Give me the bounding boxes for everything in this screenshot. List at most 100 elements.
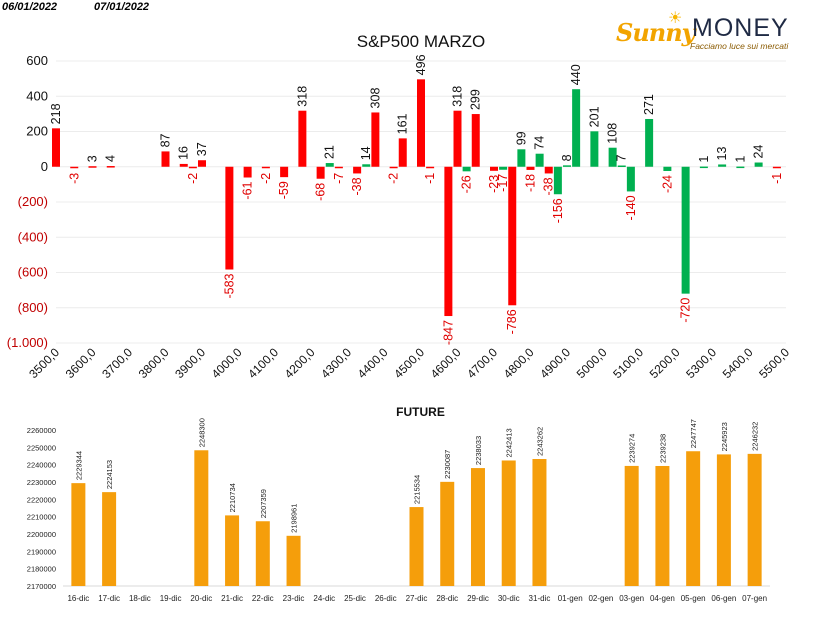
- future-bar: [102, 492, 117, 586]
- bar: [70, 166, 79, 169]
- future-x-tick-label: 06-gen: [711, 594, 736, 603]
- bar: [535, 153, 544, 167]
- date-previous: 06/01/2022: [2, 1, 58, 13]
- future-data-label: 2243262: [535, 427, 544, 456]
- data-label: -1: [770, 173, 784, 184]
- future-data-label: 2198961: [290, 504, 299, 533]
- data-label: -786: [505, 309, 519, 334]
- future-y-tick-label: 2220000: [27, 495, 56, 504]
- bar: [280, 166, 289, 178]
- future-x-tick-label: 22-dic: [252, 594, 274, 603]
- data-label: -17: [496, 174, 510, 192]
- data-label: 24: [752, 145, 766, 159]
- data-label: -59: [277, 181, 291, 199]
- bar: [398, 138, 407, 167]
- data-label: 4: [104, 155, 118, 162]
- future-data-label: 2242413: [505, 428, 514, 457]
- bar: [52, 128, 60, 167]
- sp500-marzo-chart: S&P500 MARZO 600 400 200 0 (200) (400) (600) (80…: [7, 32, 793, 381]
- future-data-label: 2224153: [105, 460, 114, 489]
- bar: [298, 110, 307, 167]
- data-label: 496: [414, 54, 428, 75]
- future-data-label: 2230087: [443, 450, 452, 479]
- data-label: -1: [423, 173, 437, 184]
- data-label: 99: [514, 131, 528, 145]
- bar: [161, 151, 170, 167]
- data-label: 108: [606, 123, 620, 144]
- bar: [426, 166, 435, 169]
- bar: [608, 147, 617, 167]
- data-label: -7: [332, 173, 346, 184]
- y-tick-label: (600): [18, 265, 48, 280]
- bar: [699, 166, 708, 169]
- y-tick-label: (200): [18, 194, 48, 209]
- data-label: -38: [350, 177, 364, 195]
- bar: [444, 166, 453, 317]
- future-x-tick-label: 17-dic: [98, 594, 120, 603]
- future-x-tick-label: 21-dic: [221, 594, 243, 603]
- y-tick-label: (800): [18, 300, 48, 315]
- data-label: 201: [587, 106, 601, 127]
- data-label: 218: [49, 103, 63, 124]
- data-label: 1: [697, 156, 711, 163]
- bar: [106, 166, 115, 168]
- y-tick-label: (400): [18, 229, 48, 244]
- y-tick-label: 400: [26, 88, 48, 103]
- data-label: 3: [86, 155, 100, 162]
- bar: [517, 149, 526, 167]
- y-tick-label: 600: [26, 53, 48, 68]
- y-tick-label: 0: [41, 159, 48, 174]
- bar: [88, 166, 97, 168]
- data-label: 74: [533, 136, 547, 150]
- future-bar: [747, 453, 762, 586]
- future-x-tick-label: 04-gen: [650, 594, 675, 603]
- future-y-tick-label: 2250000: [27, 443, 56, 452]
- bar: [645, 118, 654, 167]
- bar: [188, 166, 197, 169]
- future-x-tick-label: 03-gen: [619, 594, 644, 603]
- sun-icon: ☀: [668, 10, 683, 27]
- future-x-tick-label: 31-dic: [529, 594, 551, 603]
- future-bar: [655, 465, 670, 586]
- future-y-tick-label: 2200000: [27, 530, 56, 539]
- data-label: -720: [679, 298, 693, 323]
- bar: [718, 164, 727, 167]
- bar: [663, 166, 672, 171]
- bar: [572, 89, 581, 167]
- bar: [334, 166, 343, 169]
- future-data-label: 2229344: [74, 451, 83, 480]
- bar: [316, 166, 325, 179]
- bar: [353, 166, 362, 174]
- data-label: -68: [314, 183, 328, 201]
- bar: [681, 166, 690, 294]
- future-data-label: 2238033: [474, 436, 483, 465]
- future-title: FUTURE: [396, 405, 445, 419]
- future-y-tick-label: 2190000: [27, 547, 56, 556]
- future-y-tick-label: 2240000: [27, 461, 56, 470]
- future-x-tick-label: 18-dic: [129, 594, 151, 603]
- bar: [362, 164, 371, 167]
- bar: [772, 166, 781, 169]
- logo-tagline: Facciamo luce sui mercati: [690, 41, 789, 51]
- data-label: 37: [195, 142, 209, 156]
- data-label: 308: [368, 88, 382, 109]
- bar: [179, 163, 188, 167]
- future-x-tick-label: 23-dic: [283, 594, 305, 603]
- data-label: 318: [451, 86, 465, 107]
- data-label: 13: [715, 147, 729, 161]
- future-x-tick-label: 05-gen: [681, 594, 706, 603]
- data-label: 8: [560, 154, 574, 161]
- data-label: -2: [259, 173, 273, 184]
- future-bar: [71, 483, 86, 586]
- future-data-label: 2215534: [413, 475, 422, 504]
- data-label: -3: [67, 173, 81, 184]
- data-label: -26: [460, 175, 474, 193]
- y-tick-label: 200: [26, 124, 48, 139]
- bar: [563, 165, 571, 167]
- data-label: 440: [569, 64, 583, 85]
- data-label: 299: [469, 89, 483, 110]
- bar: [371, 112, 380, 167]
- bar: [590, 131, 599, 167]
- future-y-tick-label: 2260000: [27, 426, 56, 435]
